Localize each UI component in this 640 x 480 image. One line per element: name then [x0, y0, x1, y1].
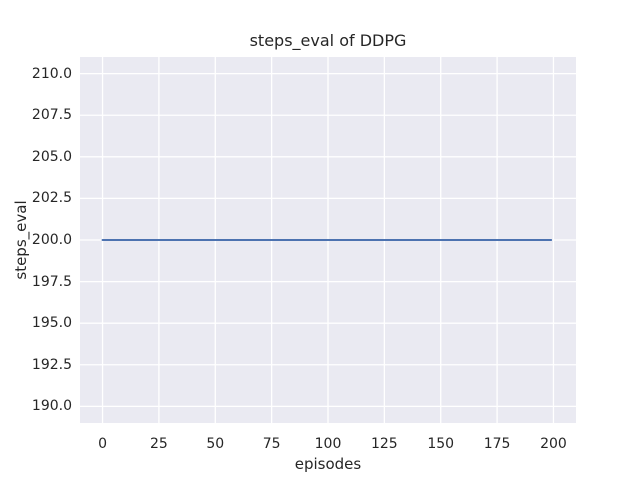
x-tick-label: 100: [314, 436, 342, 452]
x-tick-label: 150: [427, 436, 455, 452]
y-tick-label: 207.5: [31, 107, 72, 124]
y-tick-label: 200.0: [31, 232, 72, 248]
y-tick-label: 202.5: [31, 190, 72, 207]
y-tick-label: 192.5: [31, 356, 72, 373]
x-tick-label: 125: [370, 436, 398, 452]
y-tick-label: 190.0: [31, 398, 72, 415]
x-tick-label: 175: [483, 436, 511, 452]
x-tick-label: 25: [149, 436, 168, 452]
x-tick-label: 0: [98, 436, 107, 452]
plot-canvas: [80, 57, 576, 423]
plot-area: [80, 57, 576, 423]
x-axis-label: episodes: [294, 455, 362, 473]
y-tick-label: 197.5: [31, 273, 72, 290]
y-tick-label: 210.0: [31, 65, 72, 82]
y-tick-label: 195.0: [31, 315, 72, 332]
x-tick-label: 200: [540, 436, 567, 452]
x-tick-label: 75: [262, 436, 281, 452]
y-tick-label: 205.0: [31, 148, 72, 165]
x-tick-label: 50: [206, 436, 225, 452]
chart-title: steps_eval of DDPG: [249, 31, 407, 50]
